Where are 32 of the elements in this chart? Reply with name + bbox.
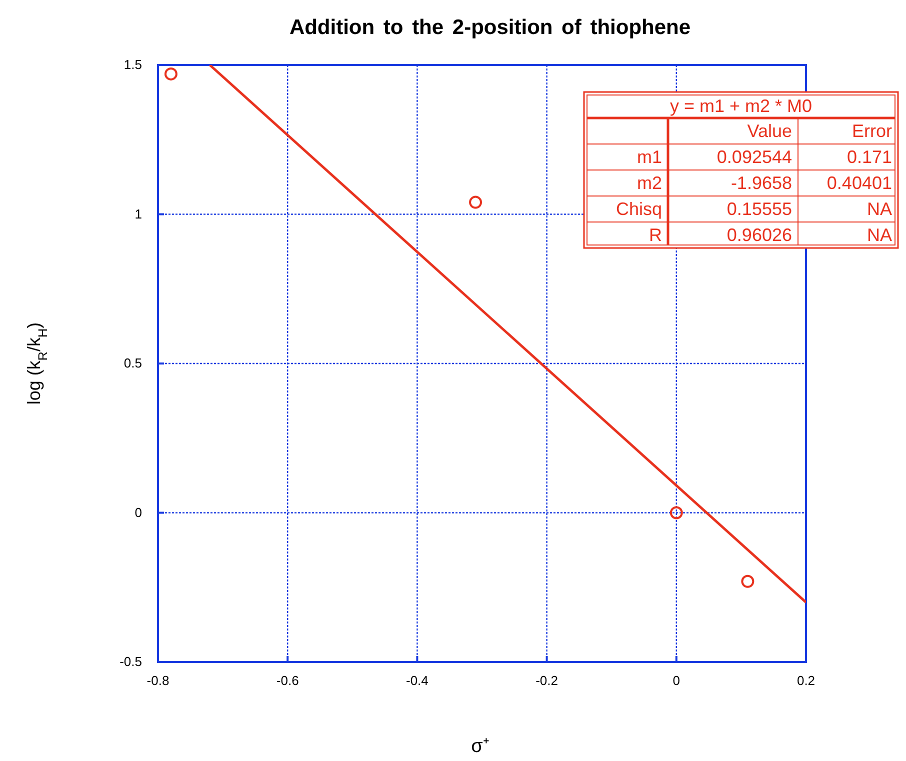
text: Error (852, 121, 892, 141)
annotation: Value (747, 121, 792, 141)
y-tick-label: 1.5 (124, 57, 142, 72)
annotation: y = m1 + m2 * M0 (670, 96, 812, 116)
x-tick-label: -0.8 (146, 673, 170, 688)
point (164, 67, 178, 80)
annotation: m1 (636, 147, 662, 167)
annotation: Chisq (616, 199, 662, 219)
annotation: R (649, 225, 662, 245)
text: 0.171 (846, 147, 892, 167)
x-axis-title: σ⁺ (471, 736, 489, 757)
y-tick-label: 0.5 (124, 356, 142, 371)
annotation: -1.9658 (730, 173, 792, 193)
chart-title: Addition to the 2-position of thiophene (289, 16, 691, 39)
annotation: 0.96026 (726, 225, 792, 245)
x-tick-label: 0.2 (796, 673, 816, 688)
text: NA (866, 199, 892, 219)
y-tick-label: -0.5 (120, 654, 142, 670)
annotation: m2 (636, 173, 662, 193)
annotation: 0.092544 (716, 147, 792, 167)
x-tick-label: -0.2 (536, 673, 558, 688)
text: 0.40401 (826, 173, 892, 193)
point (741, 574, 754, 588)
y-tick-label: 1 (134, 206, 142, 222)
point (469, 196, 482, 209)
text: NA (866, 225, 892, 245)
x-tick-label: -0.4 (406, 673, 428, 688)
y-tick-label: 0 (134, 504, 142, 520)
annotation: 0.15555 (726, 199, 792, 219)
x-tick-label: 0 (672, 673, 680, 688)
x-tick-label: -0.6 (276, 673, 299, 688)
point (670, 506, 683, 520)
